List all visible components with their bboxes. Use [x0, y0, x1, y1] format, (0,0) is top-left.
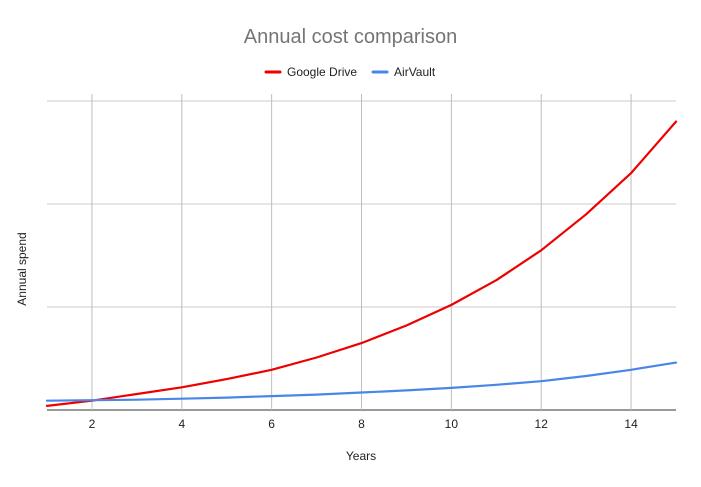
series-layer — [45, 120, 678, 407]
x-tick-label: 8 — [358, 417, 365, 431]
x-axis-ticks: 2 4 6 8 10 12 14 — [89, 417, 638, 431]
x-tick-label: 2 — [89, 417, 96, 431]
x-tick-label: 4 — [178, 417, 185, 431]
series-line-airvault — [45, 361, 678, 402]
gridlines — [47, 94, 676, 411]
x-tick-label: 10 — [445, 417, 459, 431]
chart-title: Annual cost comparison — [244, 26, 457, 48]
legend-label-airvault: AirVault — [394, 65, 436, 79]
x-tick-label: 14 — [624, 417, 638, 431]
legend: Google Drive AirVault — [264, 65, 436, 79]
x-tick-label: 6 — [268, 417, 275, 431]
legend-label-google-drive: Google Drive — [287, 65, 357, 79]
y-axis-title: Annual spend — [15, 232, 29, 305]
series-line-google-drive — [45, 120, 678, 407]
x-axis-title: Years — [346, 449, 376, 463]
x-tick-label: 12 — [535, 417, 549, 431]
